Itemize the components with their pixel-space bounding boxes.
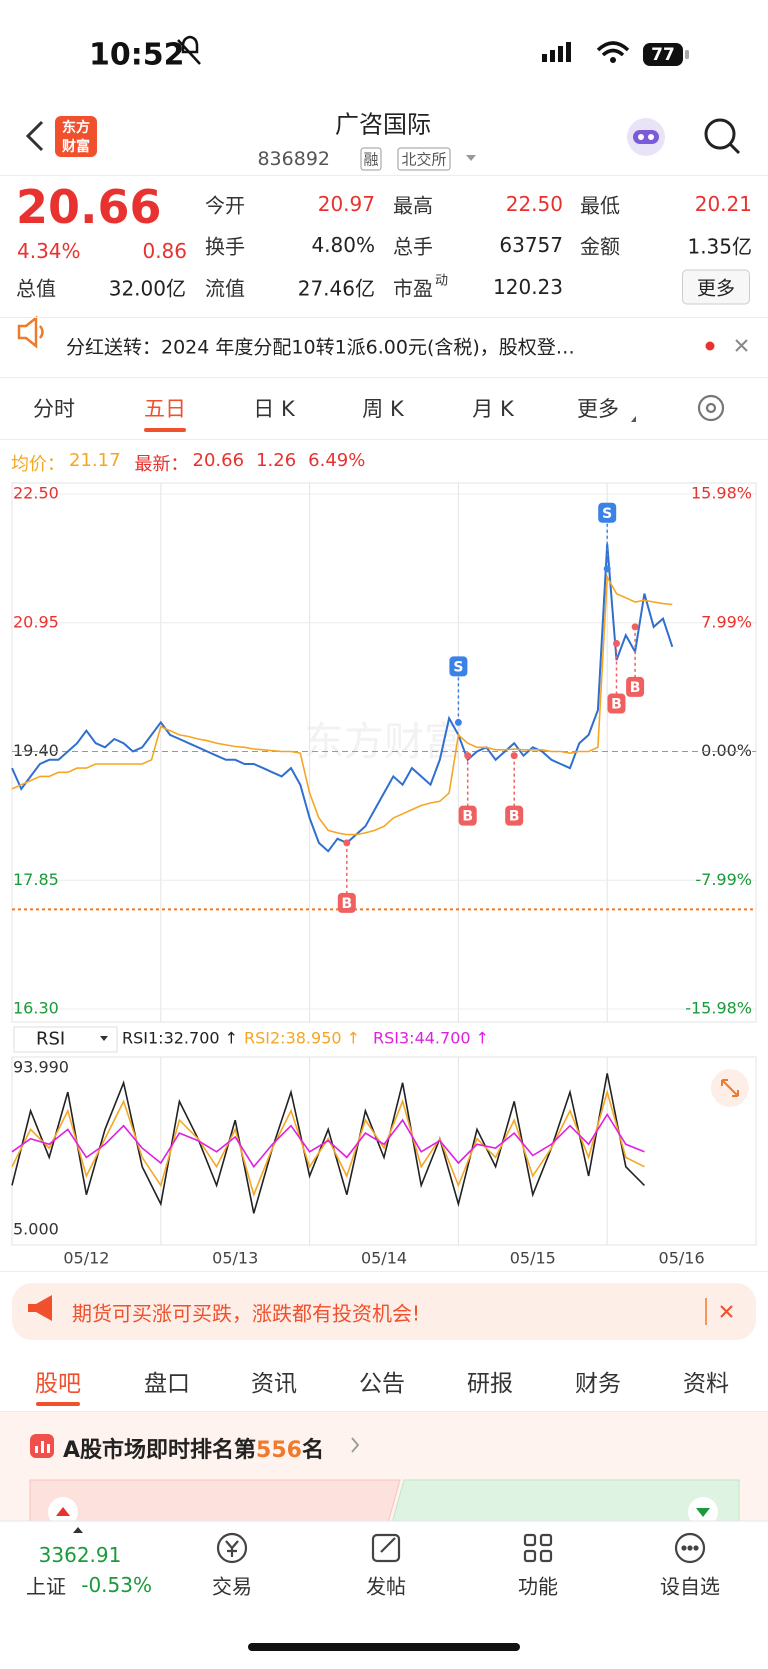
stat-value: 4.80% [311,233,375,257]
section-tab[interactable]: 财务 [575,1371,621,1397]
divider [0,175,768,176]
home-indicator [248,1643,520,1651]
stat-value: 1.35亿 [687,234,752,259]
change-pct: 4.34% [17,239,81,263]
stat-label: 总手 [393,234,433,259]
divider [0,1411,768,1412]
stat-value: 32.00亿 [108,276,186,301]
stat-label: 市盈 [393,276,433,301]
chart-tab[interactable]: 分时 [33,397,75,421]
expand-button[interactable] [711,1069,749,1107]
stat-label: 换手 [205,234,245,259]
notice-close[interactable] [735,339,748,352]
last-price: 20.66 [16,180,162,234]
divider [0,1271,768,1272]
section-tab[interactable]: 资讯 [251,1371,297,1397]
more-button[interactable]: 更多 [681,269,751,305]
chart-tab[interactable]: 日 K [253,397,295,421]
nav-icons [216,1532,706,1564]
nav-item[interactable]: 功能 [518,1574,558,1599]
ranking-suffix: 名 [301,1438,324,1463]
info-latest: 20.66 [192,450,245,471]
info-change: 1.26 [256,450,297,471]
promo-megaphone [28,1295,52,1321]
tab-underline [36,1402,80,1406]
stat-value: 63757 [499,233,563,257]
tag: 北交所 [397,147,451,171]
dropdown-caret [466,155,476,161]
notice-dot [705,341,715,351]
stat-label: 流值 [205,276,245,301]
logo-text: 东方 [62,120,90,136]
tab-underline [144,428,186,432]
tag: 融 [360,147,382,171]
stat-value: 20.21 [694,192,752,216]
stat-label-sup: 动 [435,273,449,289]
ranking-rank: 556 [256,1438,302,1463]
divider [0,317,768,318]
ranking-icon [30,1434,54,1458]
search-button[interactable] [704,118,741,155]
section-tab[interactable]: 盘口 [144,1371,190,1397]
stat-value: 20.97 [317,192,375,216]
divider [0,439,768,440]
nav-item[interactable]: 交易 [212,1574,252,1599]
ranking-prefix: A股市场即时排名第 [63,1438,257,1463]
logo [55,116,97,157]
stat-label: 最高 [393,193,433,218]
info-change_pct: 6.49% [308,450,366,471]
stat-label: 金额 [580,234,620,259]
stat-label: 今开 [205,193,245,218]
nav-item[interactable]: 发帖 [366,1574,406,1599]
chart-tab[interactable]: 周 K [362,397,404,421]
stat-value: 120.23 [493,275,563,299]
assistant-avatar[interactable] [627,118,665,156]
stock-code: 836892 [257,148,330,170]
stat-label: 总值 [16,276,56,301]
promo-close[interactable] [720,1305,733,1318]
info-latest_label: 最新： [134,454,189,475]
section-tab[interactable]: 资料 [683,1371,729,1397]
section-tab[interactable]: 公告 [359,1371,405,1397]
stat-value: 27.46亿 [297,276,375,301]
promo-banner[interactable] [12,1283,756,1340]
index-name: 上证 [26,1574,66,1599]
rsi-selector[interactable]: RSI [36,1028,66,1050]
chart-tab[interactable]: 五日 [144,397,186,421]
section-tab[interactable]: 股吧 [35,1371,81,1397]
chart-settings[interactable] [697,394,725,422]
back-button[interactable] [25,120,44,152]
notice-speaker [17,315,44,349]
promo-text[interactable]: 期货可买涨可买跌，涨跌都有投资机会! [72,1301,421,1326]
stat-label: 最低 [580,193,620,218]
stock-name: 广咨国际 [335,110,431,139]
status-time: 10:52 [89,37,185,73]
chart-tab[interactable]: 月 K [472,397,514,421]
info-avg: 21.17 [69,450,121,471]
stat-value: 22.50 [505,192,563,216]
chart-info: 均价： 21.17 最新： 20.66 1.26 6.49% [11,450,365,476]
chart-tab[interactable]: 更多 [577,397,619,421]
index-change: -0.53% [81,1573,152,1597]
status-icons [177,35,689,66]
ranking[interactable]: A股市场即时排名第556名 [63,1432,324,1464]
logo-text: 财富 [62,139,90,155]
divider [0,377,768,378]
index-value[interactable]: 3362.91 [38,1543,122,1567]
notice-text[interactable]: 分红送转：2024 年度分配10转1派6.00元(含税)，股权登… [66,336,575,359]
nav-item[interactable]: 设自选 [660,1574,720,1599]
battery-level: 77 [651,45,675,65]
change: 0.86 [142,239,187,263]
info-avg_label: 均价： [11,454,65,475]
section-tab[interactable]: 研报 [467,1371,513,1397]
more-caret [631,416,636,422]
